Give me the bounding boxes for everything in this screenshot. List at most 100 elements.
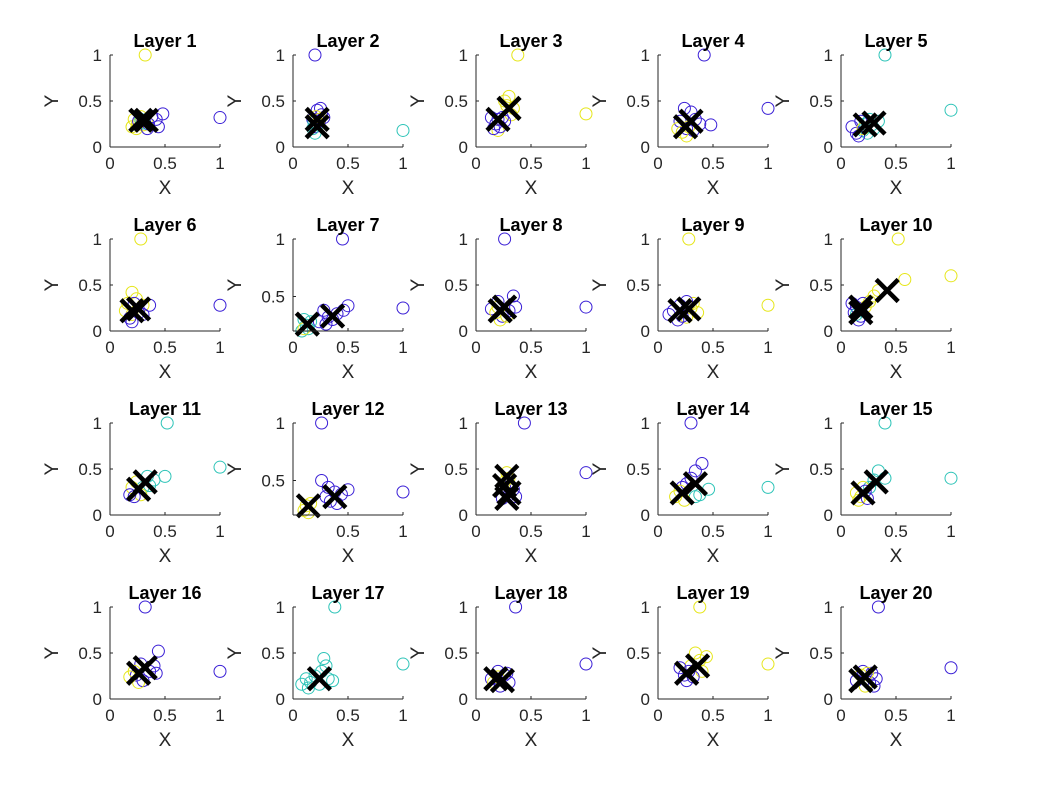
- y-tick-label: 0: [824, 138, 833, 157]
- centroid-marker: [678, 108, 704, 134]
- x-tick-label: 0.5: [336, 154, 360, 173]
- data-point: [213, 298, 227, 312]
- x-tick-label: 0: [288, 706, 297, 725]
- data-point: [396, 301, 410, 315]
- centroid-marker: [304, 106, 330, 132]
- data-point: [328, 600, 342, 614]
- x-tick-label: 1: [946, 522, 955, 541]
- centroid-marker: [874, 277, 900, 304]
- data-point: [511, 48, 525, 62]
- subplot-layer-3: 0 0.5 1 0 0.5 1 X Y Layer 3: [408, 31, 593, 199]
- data-point: [697, 48, 711, 62]
- centroid-marker: [676, 296, 702, 322]
- y-axis-label: Y: [225, 94, 246, 107]
- y-tick-label: 1: [276, 46, 285, 65]
- subplot-title: Layer 10: [859, 215, 932, 235]
- x-tick-label: 0.5: [336, 338, 360, 357]
- y-tick-label: 0.5: [261, 472, 285, 491]
- x-tick-label: 0.5: [884, 154, 908, 173]
- y-tick-label: 0.5: [78, 460, 102, 479]
- y-tick-label: 0.5: [444, 644, 468, 663]
- y-tick-label: 1: [824, 414, 833, 433]
- y-tick-label: 0.5: [626, 92, 650, 111]
- y-tick-label: 0: [641, 690, 650, 709]
- subplot-title: Layer 20: [859, 583, 932, 603]
- y-tick-label: 1: [93, 414, 102, 433]
- x-tick-label: 0.5: [153, 706, 177, 725]
- y-axis-label: Y: [773, 462, 794, 475]
- subplot-layer-6: 0 0.5 1 0 0.5 1 X Y Layer 6: [42, 215, 227, 383]
- x-axis-label: X: [890, 546, 903, 567]
- data-point: [301, 681, 315, 695]
- centroid-marker: [492, 294, 518, 320]
- y-tick-label: 0.5: [809, 92, 833, 111]
- x-axis-label: X: [525, 546, 538, 567]
- centroid-marker: [132, 469, 158, 495]
- data-point: [898, 272, 912, 286]
- subplot-layer-20: 0 0.5 1 0 0.5 1 X Y Layer 20: [773, 583, 958, 751]
- subplot-title: Layer 16: [128, 583, 201, 603]
- data-point: [761, 298, 775, 312]
- subplot-title: Layer 5: [864, 31, 927, 51]
- x-tick-label: 1: [946, 154, 955, 173]
- data-point: [858, 679, 872, 693]
- x-axis-label: X: [707, 178, 720, 199]
- y-axis-label: Y: [42, 94, 63, 107]
- data-point: [160, 416, 174, 430]
- subplot-title: Layer 2: [316, 31, 379, 51]
- data-point: [295, 677, 309, 691]
- centroid-marker: [304, 114, 330, 140]
- subplot-title: Layer 7: [316, 215, 379, 235]
- x-tick-label: 1: [763, 338, 772, 357]
- subplot-layer-11: 0 0.5 1 0 0.5 1 X Y Layer 11: [42, 399, 227, 567]
- subplot-layer-14: 0 0.5 1 0 0.5 1 X Y Layer 14: [590, 399, 775, 567]
- x-tick-label: 0.5: [701, 338, 725, 357]
- subplot-title: Layer 11: [129, 399, 201, 419]
- x-axis-label: X: [525, 178, 538, 199]
- data-point: [396, 657, 410, 671]
- y-tick-label: 1: [93, 598, 102, 617]
- x-tick-label: 0.5: [701, 154, 725, 173]
- data-point: [704, 118, 718, 132]
- y-axis-label: Y: [773, 94, 794, 107]
- x-axis-label: X: [342, 362, 355, 383]
- data-point: [310, 103, 324, 117]
- data-point: [396, 123, 410, 137]
- data-point: [315, 474, 329, 487]
- x-tick-label: 0.5: [884, 338, 908, 357]
- centroid-marker: [322, 484, 348, 510]
- y-tick-label: 0: [641, 138, 650, 157]
- centroid-marker: [128, 107, 154, 133]
- data-point: [509, 600, 523, 614]
- data-point: [138, 600, 152, 614]
- y-tick-label: 1: [459, 46, 468, 65]
- y-tick-label: 1: [459, 230, 468, 249]
- y-tick-label: 0: [824, 322, 833, 341]
- subplot-layer-15: 0 0.5 1 0 0.5 1 X Y Layer 15: [773, 399, 958, 567]
- y-tick-label: 1: [824, 230, 833, 249]
- subplot-title: Layer 3: [499, 31, 562, 51]
- y-tick-label: 1: [824, 46, 833, 65]
- data-point: [695, 456, 709, 470]
- x-tick-label: 0: [105, 338, 114, 357]
- y-tick-label: 0.5: [444, 276, 468, 295]
- subplot-layer-9: 0 0.5 1 0 0.5 1 X Y Layer 9: [590, 215, 775, 383]
- y-tick-label: 1: [641, 598, 650, 617]
- y-tick-label: 0: [93, 138, 102, 157]
- x-tick-label: 1: [946, 706, 955, 725]
- y-axis-label: Y: [590, 94, 611, 107]
- y-tick-label: 1: [459, 414, 468, 433]
- y-tick-label: 0: [459, 322, 468, 341]
- y-tick-label: 1: [459, 598, 468, 617]
- subplot-title: Layer 9: [681, 215, 744, 235]
- x-tick-label: 0.5: [153, 154, 177, 173]
- subplot-title: Layer 17: [311, 583, 384, 603]
- x-tick-label: 0.5: [884, 522, 908, 541]
- y-tick-label: 0.5: [78, 644, 102, 663]
- data-point: [213, 111, 227, 125]
- y-tick-label: 0: [276, 690, 285, 709]
- data-point: [944, 269, 958, 283]
- y-axis-label: Y: [590, 462, 611, 475]
- y-axis-label: Y: [225, 646, 246, 659]
